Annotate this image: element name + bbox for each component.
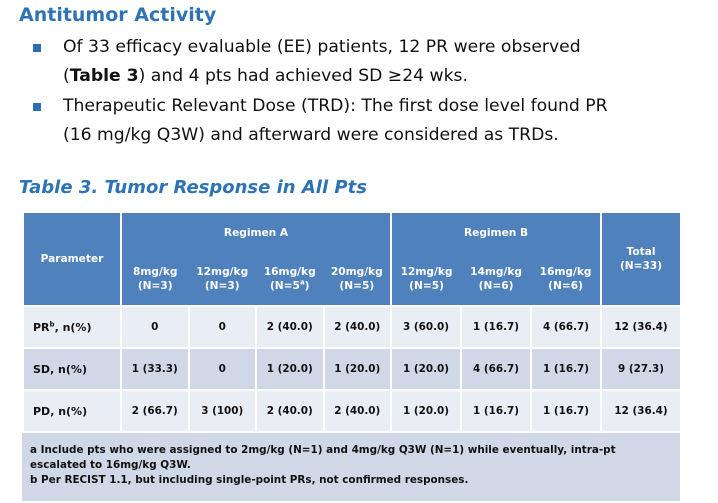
table-cell-total: 9 (27.3) <box>600 347 683 390</box>
bullet-1-line-2: (Table 3) and 4 pts had achieved SD ≥24 … <box>63 62 713 91</box>
dose-n: (N=5a) <box>269 278 310 292</box>
table-row-pd: PD, n(%) 2 (66.7) 3 (100) 2 (40.0) 2 (40… <box>22 389 683 431</box>
dose-label: 8mg/kg <box>133 266 178 278</box>
table-cell: 1 (16.7) <box>460 389 533 431</box>
table-cell: 1 (20.0) <box>390 347 463 390</box>
dose-n: (N=5) <box>409 280 444 292</box>
section-heading: Antitumor Activity <box>19 4 217 26</box>
bullet-1-rest: ) and 4 pts had achieved SD ≥24 wks. <box>138 66 468 86</box>
footnote-b: b Per RECIST 1.1, but including single-p… <box>30 474 469 486</box>
table-reference: Table 3 <box>69 66 139 86</box>
table-caption: Table 3. Tumor Response in All Pts <box>19 177 367 198</box>
dose-label: 16mg/kg <box>263 266 316 278</box>
bullet-item-efficacy: Of 33 efficacy evaluable (EE) patients, … <box>33 33 713 91</box>
table-cell: 1 (16.7) <box>530 389 603 431</box>
bullet-2-line-2: (16 mg/kg Q3W) and afterward were consid… <box>63 125 559 145</box>
dose-header-a-16: 16mg/kg (N=5a) <box>256 253 324 307</box>
total-header: Total (N=33) <box>600 211 683 307</box>
table-cell: 2 (40.0) <box>322 389 393 431</box>
table-cell: 1 (16.7) <box>460 305 533 348</box>
regimen-a-header: Regimen A <box>119 211 393 253</box>
table-cell: 1 (20.0) <box>255 347 325 390</box>
table-cell: 3 (60.0) <box>390 305 463 348</box>
table-cell: 3 (100) <box>187 389 257 431</box>
table-cell-total: 12 (36.4) <box>600 305 683 348</box>
header-row-groups: Parameter Regimen A Regimen B Total (N=3… <box>22 211 683 307</box>
dose-header-a-20: 20mg/kg (N=5) <box>323 253 393 307</box>
table-cell: 2 (40.0) <box>255 305 325 348</box>
table-cell: 1 (20.0) <box>390 389 463 431</box>
tumor-response-table-container: Parameter Regimen A Regimen B Total (N=3… <box>22 211 683 501</box>
row-label-sd: SD, n(%) <box>22 347 122 390</box>
dose-n: (N=6) <box>478 280 514 292</box>
total-header-n: (N=33) <box>619 260 663 272</box>
footnote-a-marker: a <box>299 278 305 287</box>
table-cell: 1 (16.7) <box>530 347 603 390</box>
tumor-response-table: Parameter Regimen A Regimen B Total (N=3… <box>22 211 683 431</box>
regimen-b-header: Regimen B <box>390 211 603 253</box>
table-cell: 2 (40.0) <box>255 389 325 431</box>
row-label-pd: PD, n(%) <box>22 389 122 431</box>
bullet-item-trd: Therapeutic Relevant Dose (TRD): The fir… <box>33 92 713 150</box>
dose-label: 16mg/kg <box>539 266 592 278</box>
footnote-a: a Include pts who were assigned to 2mg/k… <box>30 444 616 471</box>
row-label-suffix: , n(%) <box>54 320 92 334</box>
table-cell: 1 (33.3) <box>120 347 190 390</box>
bullet-2-line-1: Therapeutic Relevant Dose (TRD): The fir… <box>63 96 608 116</box>
table-cell-total: 12 (36.4) <box>600 389 683 431</box>
table-row-pr: PRb, n(%) 0 0 2 (40.0) 2 (40.0) 3 (60.0)… <box>22 305 683 348</box>
bullet-list: Of 33 efficacy evaluable (EE) patients, … <box>33 33 713 151</box>
table-cell: 4 (66.7) <box>460 347 533 390</box>
table-cell: 2 (66.7) <box>120 389 190 431</box>
dose-header-a-8: 8mg/kg (N=3) <box>120 253 189 307</box>
dose-label: 12mg/kg <box>196 266 249 278</box>
table-cell: 1 (20.0) <box>322 347 393 390</box>
footnote-b-marker: b <box>49 319 55 328</box>
dose-header-b-14: 14mg/kg (N=6) <box>461 253 532 307</box>
dose-n: (N=6) <box>548 280 583 292</box>
dose-n: (N=5) <box>339 280 375 292</box>
table-cell: 0 <box>187 347 257 390</box>
table-footnotes: a Include pts who were assigned to 2mg/k… <box>22 431 680 501</box>
table-cell: 4 (66.7) <box>530 305 603 348</box>
table-cell: 0 <box>120 305 190 348</box>
dose-header-a-12: 12mg/kg (N=3) <box>188 253 256 307</box>
table-cell: 0 <box>187 305 257 348</box>
dose-n: (N=3) <box>137 280 173 292</box>
square-bullet-icon <box>33 44 41 52</box>
dose-label: 14mg/kg <box>470 266 522 278</box>
dose-n-post: ) <box>304 280 310 292</box>
bullet-1-open-paren: ( <box>63 66 70 86</box>
parameter-header: Parameter <box>22 211 122 307</box>
dose-label: 20mg/kg <box>330 266 383 278</box>
row-label-pr: PRb, n(%) <box>22 305 122 348</box>
row-label-text: PR <box>33 320 50 334</box>
dose-label: 12mg/kg <box>400 266 453 278</box>
table-row-sd: SD, n(%) 1 (33.3) 0 1 (20.0) 1 (20.0) 1 … <box>22 347 683 390</box>
dose-n: (N=3) <box>204 280 240 292</box>
dose-header-b-16: 16mg/kg (N=6) <box>531 253 603 307</box>
header-row-doses: 8mg/kg (N=3) 12mg/kg (N=3) 16mg/kg (N=5a) 2… <box>23 253 681 307</box>
square-bullet-icon <box>33 103 41 111</box>
total-header-label: Total <box>626 246 656 258</box>
bullet-1-line-1: Of 33 efficacy evaluable (EE) patients, … <box>63 37 581 57</box>
table-cell: 2 (40.0) <box>322 305 393 348</box>
dose-n-pre: (N=5 <box>269 280 300 292</box>
dose-header-b-12: 12mg/kg (N=5) <box>390 253 462 307</box>
